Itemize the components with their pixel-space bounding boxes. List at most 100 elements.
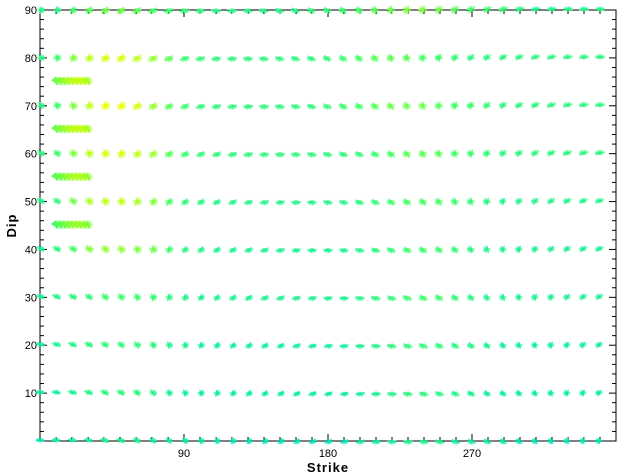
mechanism-glyph xyxy=(323,343,333,349)
mechanism-glyph xyxy=(594,149,605,156)
mechanism-glyph xyxy=(323,247,333,254)
mechanism-glyph xyxy=(594,54,606,60)
mechanism-glyph xyxy=(371,343,381,349)
mechanism-glyph xyxy=(82,219,94,230)
mechanism-glyph xyxy=(514,54,525,61)
mechanism-glyph xyxy=(258,103,270,110)
mechanism-glyph xyxy=(466,149,475,158)
mechanism-glyph xyxy=(498,149,507,158)
mechanism-glyph xyxy=(562,54,574,60)
mechanism-glyph xyxy=(178,8,190,14)
mechanism-glyph xyxy=(35,437,45,443)
mechanism-glyph xyxy=(100,341,110,349)
mechanism-glyph xyxy=(116,53,127,63)
mechanism-glyph xyxy=(386,246,397,254)
mechanism-glyph xyxy=(483,341,491,349)
x-axis-title: Strike xyxy=(307,460,349,475)
y-tick-label: 90 xyxy=(25,5,37,17)
mechanism-glyph xyxy=(418,342,429,350)
mechanism-glyph xyxy=(402,101,412,111)
mechanism-glyph xyxy=(563,197,572,205)
mechanism-glyph xyxy=(212,198,222,206)
mechanism-glyph xyxy=(530,197,539,206)
mechanism-glyph xyxy=(434,5,444,15)
mechanism-glyph xyxy=(402,197,412,206)
mechanism-glyph xyxy=(133,389,142,397)
mechanism-glyph xyxy=(259,247,269,254)
mechanism-glyph xyxy=(36,197,45,205)
mechanism-glyph xyxy=(210,8,222,14)
mechanism-glyph xyxy=(466,245,475,254)
mechanism-glyph xyxy=(579,389,587,397)
mechanism-glyph xyxy=(339,391,349,397)
mechanism-glyph xyxy=(149,341,158,350)
mechanism-glyph xyxy=(339,295,349,302)
mechanism-glyph xyxy=(69,5,78,15)
mechanism-glyph xyxy=(261,437,269,445)
mechanism-glyph xyxy=(338,102,349,110)
mechanism-glyph xyxy=(164,197,174,206)
mechanism-glyph xyxy=(546,101,557,109)
mechanism-glyph xyxy=(531,437,539,445)
mechanism-glyph xyxy=(499,341,507,349)
mechanism-glyph xyxy=(514,6,525,13)
mechanism-glyph xyxy=(259,199,270,206)
mechanism-glyph xyxy=(482,197,491,206)
mechanism-glyph xyxy=(594,101,606,108)
mechanism-glyph xyxy=(194,56,206,62)
mechanism-glyph xyxy=(84,293,94,301)
mechanism-glyph xyxy=(244,294,253,302)
mechanism-glyph xyxy=(515,245,523,254)
mechanism-glyph xyxy=(339,343,349,349)
mechanism-glyph xyxy=(290,103,301,110)
mechanism-glyph xyxy=(116,244,126,254)
mechanism-glyph xyxy=(402,5,412,15)
mechanism-glyph xyxy=(434,390,445,397)
mechanism-glyph xyxy=(371,439,381,445)
mechanism-glyph xyxy=(37,6,45,14)
mechanism-glyph xyxy=(546,54,557,60)
mechanism-glyph xyxy=(245,342,253,349)
mechanism-glyph xyxy=(386,295,397,302)
mechanism-glyph xyxy=(434,101,444,110)
mechanism-glyph xyxy=(547,437,555,445)
mechanism-glyph xyxy=(179,102,190,110)
mechanism-glyph xyxy=(306,6,316,14)
mechanism-glyph xyxy=(370,247,381,254)
mechanism-glyph xyxy=(245,389,253,397)
mechanism-glyph xyxy=(181,437,189,445)
mechanism-glyph xyxy=(53,101,62,110)
mechanism-glyph xyxy=(228,246,237,254)
mechanism-glyph xyxy=(595,341,603,349)
x-tick-label: 90 xyxy=(178,448,190,460)
mechanism-glyph xyxy=(292,438,301,445)
mechanism-glyph xyxy=(563,437,571,445)
mechanism-glyph xyxy=(355,343,365,349)
mechanism-glyph xyxy=(530,149,540,157)
mechanism-glyph xyxy=(245,437,253,445)
x-tick-label: 270 xyxy=(463,448,481,460)
mechanism-glyph xyxy=(100,53,111,63)
mechanism-glyph xyxy=(418,294,429,302)
mechanism-glyph xyxy=(595,6,605,12)
mechanism-glyph xyxy=(562,149,573,157)
mechanism-glyph xyxy=(418,101,428,111)
mechanism-glyph xyxy=(354,102,364,110)
mechanism-glyph xyxy=(132,149,143,159)
mechanism-glyph xyxy=(547,341,555,349)
mechanism-glyph xyxy=(386,53,396,63)
mechanism-glyph xyxy=(466,54,475,62)
mechanism-glyph xyxy=(117,293,126,302)
mechanism-glyph xyxy=(84,245,94,254)
mechanism-glyph xyxy=(579,341,587,349)
mechanism-glyph xyxy=(165,389,173,397)
mechanism-glyph xyxy=(515,293,523,301)
mechanism-glyph xyxy=(147,7,158,15)
mechanism-glyph xyxy=(68,293,78,301)
mechanism-glyph xyxy=(274,151,286,158)
mechanism-glyph xyxy=(291,295,301,302)
mechanism-glyph xyxy=(243,8,253,14)
mechanism-glyph xyxy=(482,5,492,14)
mechanism-glyph xyxy=(36,245,45,253)
mechanism-glyph xyxy=(515,341,523,349)
